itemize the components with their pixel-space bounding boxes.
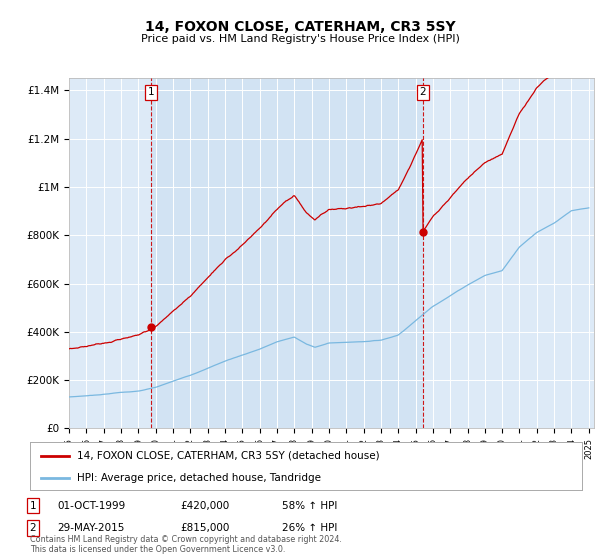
Text: 1: 1 <box>29 501 37 511</box>
Text: 2: 2 <box>29 523 37 533</box>
Bar <box>151 78 422 428</box>
Text: 14, FOXON CLOSE, CATERHAM, CR3 5SY: 14, FOXON CLOSE, CATERHAM, CR3 5SY <box>145 20 455 34</box>
Text: 1: 1 <box>148 87 155 97</box>
Text: 01-OCT-1999: 01-OCT-1999 <box>57 501 125 511</box>
Text: 2: 2 <box>419 87 426 97</box>
Text: £815,000: £815,000 <box>180 523 229 533</box>
Text: 14, FOXON CLOSE, CATERHAM, CR3 5SY (detached house): 14, FOXON CLOSE, CATERHAM, CR3 5SY (deta… <box>77 451 380 461</box>
Text: 26% ↑ HPI: 26% ↑ HPI <box>282 523 337 533</box>
Text: £420,000: £420,000 <box>180 501 229 511</box>
Text: HPI: Average price, detached house, Tandridge: HPI: Average price, detached house, Tand… <box>77 473 321 483</box>
Text: 58% ↑ HPI: 58% ↑ HPI <box>282 501 337 511</box>
Text: Price paid vs. HM Land Registry's House Price Index (HPI): Price paid vs. HM Land Registry's House … <box>140 34 460 44</box>
Text: Contains HM Land Registry data © Crown copyright and database right 2024.
This d: Contains HM Land Registry data © Crown c… <box>30 535 342 554</box>
Text: 29-MAY-2015: 29-MAY-2015 <box>57 523 124 533</box>
